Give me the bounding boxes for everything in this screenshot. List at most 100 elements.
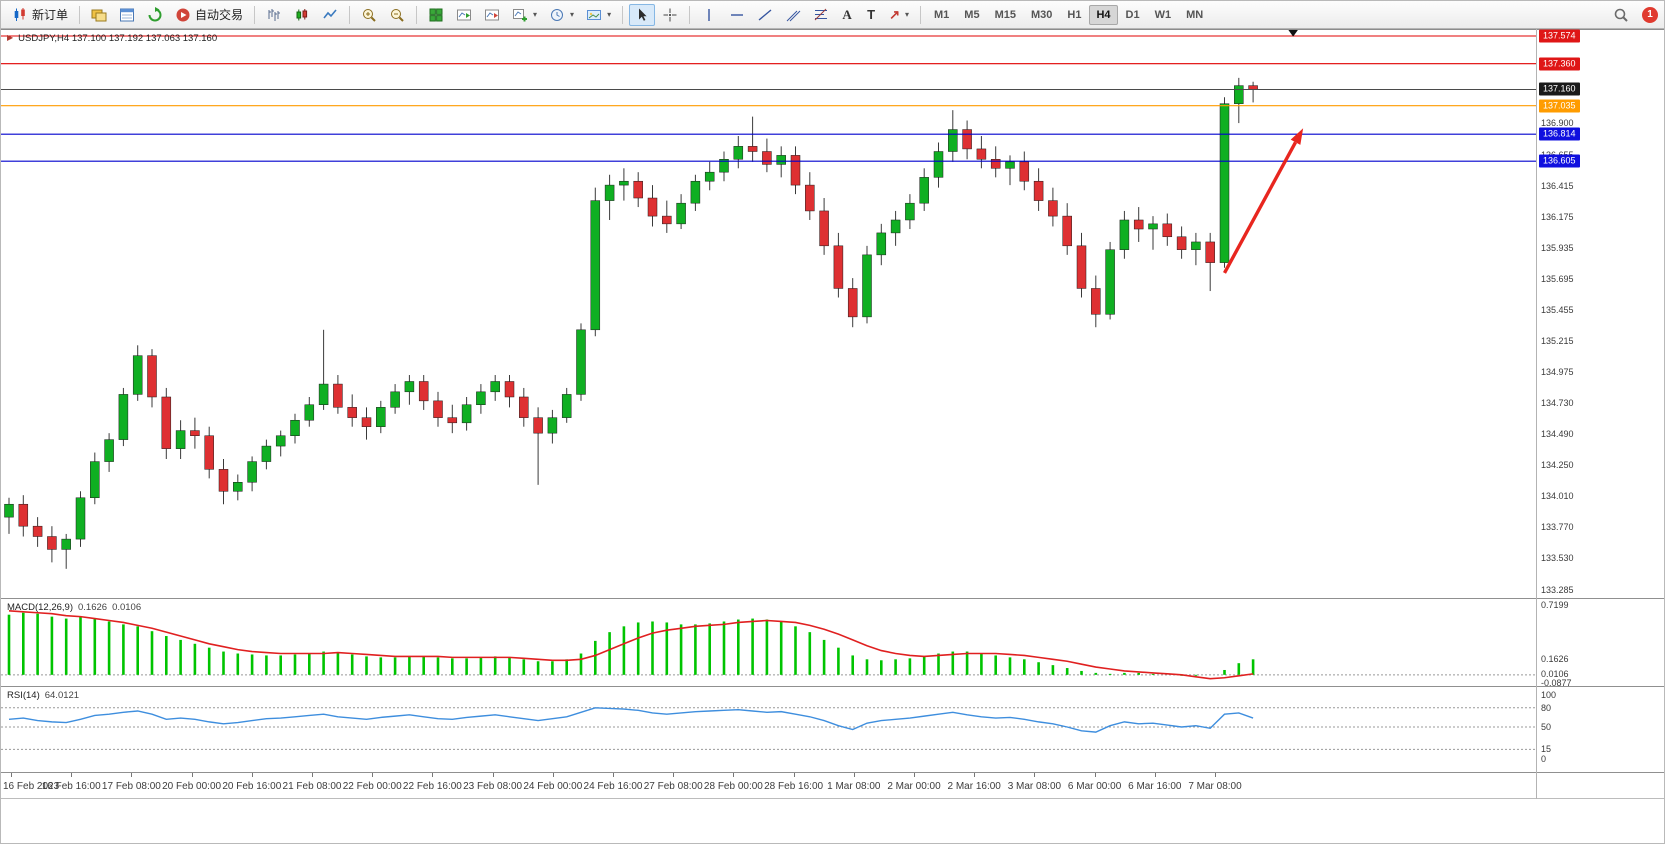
price-axis-label: 134.010 <box>1541 491 1574 502</box>
market-watch-button[interactable] <box>114 4 140 26</box>
chart-shift-icon <box>485 9 500 20</box>
time-tick <box>492 773 494 777</box>
rsi-panel[interactable]: RSI(14) 64.0121 100 80 50 15 0 <box>1 687 1664 773</box>
cursor-button[interactable] <box>629 3 656 26</box>
chevron-down-icon: ▾ <box>607 10 612 19</box>
price-axis-label: 134.975 <box>1541 366 1574 377</box>
fibonacci-icon <box>814 8 828 20</box>
time-axis-label: 24 Feb 00:00 <box>523 781 583 792</box>
bar-chart-button[interactable] <box>261 4 287 26</box>
timeframe-group: M1 M5 M15 M30 H1 H4 D1 W1 MN <box>927 4 1210 25</box>
time-tick <box>312 773 313 777</box>
periods-button[interactable]: ▾ <box>544 4 579 26</box>
fibonacci-tool-button[interactable] <box>808 4 834 26</box>
new-chart-button[interactable]: ▾ <box>507 4 542 26</box>
text-tool-button[interactable]: A <box>836 4 858 26</box>
time-tick <box>613 773 614 777</box>
timeframe-m5-button[interactable]: M5 <box>957 5 986 25</box>
search-button[interactable] <box>1608 4 1634 26</box>
new-order-label: 新订单 <box>32 8 69 22</box>
candlestick-chart-icon <box>296 8 308 20</box>
timeframe-m30-button[interactable]: M30 <box>1024 5 1059 25</box>
time-tick <box>914 773 915 777</box>
price-tag-136.605: 136.605 <box>1539 154 1580 168</box>
time-axis-label: 3 Mar 08:00 <box>1007 781 1062 792</box>
separator <box>622 5 624 24</box>
time-tick <box>1154 773 1156 777</box>
navigator-button[interactable] <box>142 4 168 26</box>
time-axis-label: 17 Feb 08:00 <box>101 781 161 792</box>
channel-tool-button[interactable] <box>780 4 806 26</box>
price-tag-137.360: 137.360 <box>1539 57 1580 71</box>
search-icon <box>1614 8 1628 22</box>
main-chart-panel[interactable]: ▶ USDJPY,H4 137.100 137.192 137.063 137.… <box>1 29 1664 599</box>
toolbar: 新订单 自动交易 <box>1 1 1664 29</box>
time-axis-label: 28 Feb 00:00 <box>703 781 763 792</box>
time-tick <box>1094 773 1096 777</box>
price-tag-137.160: 137.160 <box>1539 82 1580 96</box>
horizontal-line-icon <box>731 13 744 16</box>
timeframe-h4-button[interactable]: H4 <box>1089 4 1118 25</box>
time-axis-label: 22 Feb 00:00 <box>342 781 402 792</box>
line-chart-button[interactable] <box>317 4 343 26</box>
zoom-in-icon <box>363 8 376 22</box>
crosshair-button[interactable] <box>657 4 683 26</box>
macd-min-label: -0.0877 <box>1541 678 1572 689</box>
timeframe-w1-button[interactable]: W1 <box>1148 5 1179 25</box>
time-axis-label: 23 Feb 08:00 <box>463 781 523 792</box>
time-tick <box>251 773 253 777</box>
label-tool-button[interactable]: T <box>860 4 882 26</box>
time-axis-label: 6 Mar 00:00 <box>1067 781 1122 792</box>
zoom-out-button[interactable] <box>384 4 410 26</box>
candlestick-chart-canvas[interactable] <box>1 30 1536 598</box>
macd-chart-canvas[interactable] <box>1 599 1536 685</box>
trendline-icon <box>758 8 772 21</box>
time-axis-label: 20 Feb 00:00 <box>162 781 222 792</box>
time-tick <box>372 773 374 777</box>
vertical-line-tool-button[interactable] <box>696 4 722 26</box>
vertical-line-icon <box>708 8 710 21</box>
rsi-value: 64.0121 <box>44 690 80 701</box>
symbol-label-row: ▶ USDJPY,H4 137.100 137.192 137.063 137.… <box>7 33 217 44</box>
macd-max-label: 0.7199 <box>1541 600 1569 610</box>
timeframe-mn-button[interactable]: MN <box>1179 5 1210 25</box>
price-axis-label: 133.285 <box>1541 585 1574 596</box>
templates-button[interactable]: ▾ <box>581 4 616 26</box>
price-axis-label: 134.250 <box>1541 460 1574 471</box>
chevron-down-icon: ▾ <box>904 10 909 19</box>
auto-scroll-button[interactable] <box>451 4 477 26</box>
time-tick <box>432 773 434 777</box>
arrows-tool-button[interactable]: ↗ ▾ <box>884 4 914 26</box>
channel-icon <box>786 10 801 21</box>
timeframe-d1-button[interactable]: D1 <box>1119 5 1147 25</box>
auto-trading-button[interactable]: 自动交易 <box>170 4 248 26</box>
chart-shift-button[interactable] <box>479 4 505 26</box>
separator <box>349 5 351 24</box>
time-axis[interactable]: 16 Feb 2023 16 Feb 16:00 17 Feb 08:00 20 Fe… <box>1 773 1664 799</box>
auto-trading-icon <box>176 8 190 21</box>
timeframe-m15-button[interactable]: M15 <box>988 5 1023 25</box>
horizontal-line-tool-button[interactable] <box>724 4 750 26</box>
charts-button[interactable] <box>86 4 112 26</box>
label-icon: T <box>867 6 876 22</box>
rsi-chart-canvas[interactable] <box>1 687 1536 771</box>
time-axis-label: 24 Feb 16:00 <box>583 781 643 792</box>
macd-panel[interactable]: MACD(12,26,9) 0.1626 0.0106 0.7199 0.1626… <box>1 599 1664 689</box>
time-tick <box>191 773 193 777</box>
new-order-button[interactable]: 新订单 <box>7 4 73 26</box>
tile-windows-button[interactable] <box>423 4 449 26</box>
quick-trade-toggle-icon[interactable]: ▶ <box>7 33 14 42</box>
time-axis-label: 22 Feb 16:00 <box>402 781 462 792</box>
candlestick-chart-button[interactable] <box>289 4 315 26</box>
chevron-down-icon: ▾ <box>533 10 538 19</box>
timeframe-m1-button[interactable]: M1 <box>927 5 956 25</box>
zoom-out-icon <box>391 8 404 22</box>
zoom-in-button[interactable] <box>356 4 382 26</box>
rsi-axis: 100 80 50 15 0 <box>1539 687 1664 772</box>
time-axis-label: 7 Mar 08:00 <box>1188 781 1242 792</box>
trendline-tool-button[interactable] <box>752 4 778 26</box>
timeframe-h1-button[interactable]: H1 <box>1060 5 1088 25</box>
price-axis-label: 134.730 <box>1541 398 1574 409</box>
notification-badge[interactable]: 1 <box>1642 6 1658 23</box>
time-tick <box>853 773 855 777</box>
